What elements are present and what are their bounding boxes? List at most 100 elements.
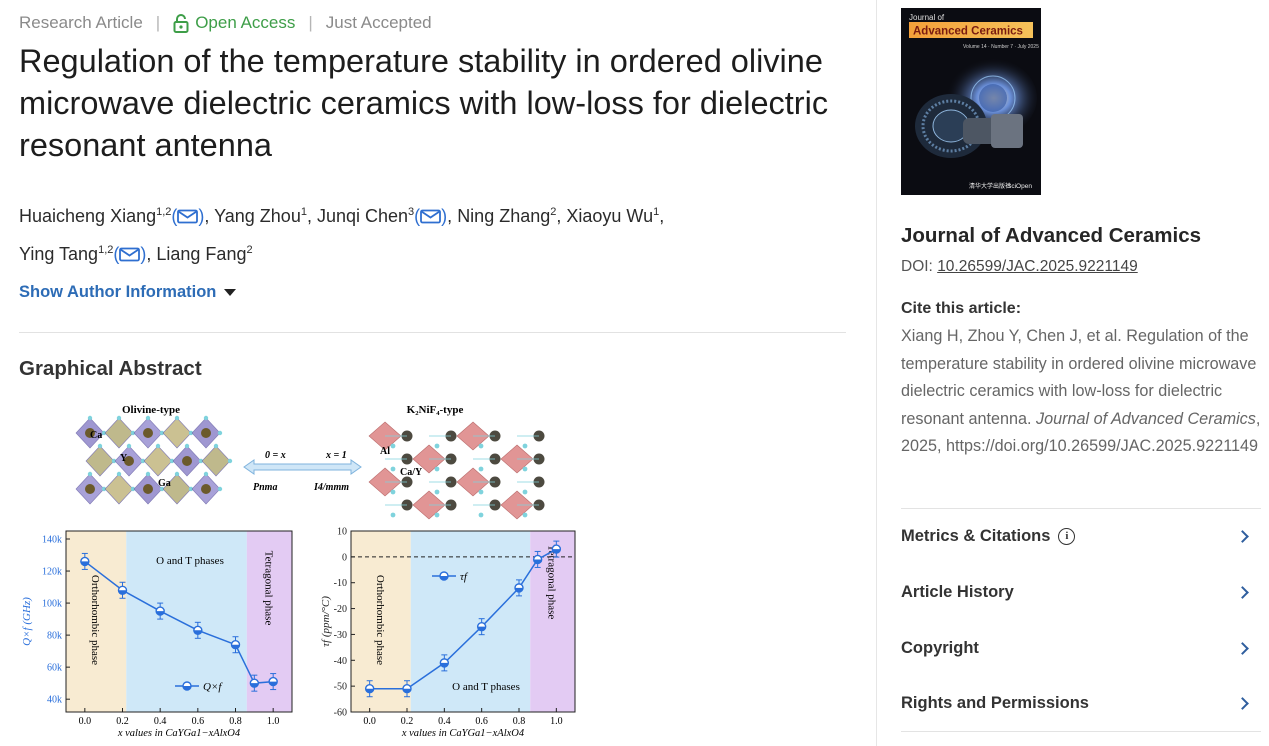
author-name[interactable]: Junqi Chen [316,206,409,226]
oxygen-atom [130,430,136,436]
polyhedron [85,445,115,477]
y-tick-label: 40k [47,695,62,706]
y-tick-label: -50 [334,682,347,693]
x-tick-label: 0.8 [513,716,526,727]
show-author-information-button[interactable]: Show Author Information [19,283,237,302]
y-tick-label: 60k [47,663,62,674]
x-axis-label: x values in CaYGa1−xAlxO4 [117,728,241,739]
data-point-fill [250,683,259,688]
data-point-fill [403,688,411,693]
author-separator: , [659,206,665,226]
oxygen-atom [213,443,219,449]
author-separator: , [447,206,458,226]
x-tick-label: 0.4 [438,716,451,727]
open-lock-icon [173,13,189,33]
oxygen-atom [478,443,484,449]
author-email-link[interactable]: () [113,244,147,264]
x-tick-label: 0.6 [475,716,488,727]
polyhedron [143,445,173,477]
oxygen-atom [434,512,440,518]
polyhedron [162,473,192,505]
open-access-label: Open Access [195,13,296,32]
oxygen-atom [155,443,161,449]
phase-region-label: O and T phases [156,555,224,567]
show-author-label: Show Author Information [19,283,217,301]
y-tick-label: -40 [334,656,347,667]
oxygen-atom [478,489,484,495]
article-type: Research Article [19,13,143,32]
sidebar-separator [901,731,1261,732]
olivine-structure: Olivine-type Ca Y Ga [75,404,233,505]
rights-permissions-label: Rights and Permissions [901,693,1089,712]
author-name[interactable]: Yang Zhou [214,206,301,226]
oxygen-atom [217,430,223,436]
mail-icon [420,209,442,223]
journal-name: Journal of Advanced Ceramics [901,224,1202,247]
author-name[interactable]: Liang Fang [156,244,247,264]
x-tick-label: 0.4 [154,716,167,727]
k2nif4-structure: K₂NiF₄-type Al Ca/Y [368,404,545,520]
oxygen-atom [145,471,151,477]
atom-label-cay: Ca/Y [400,467,423,478]
x-tick-label: 0.8 [229,716,242,727]
oxygen-atom [174,471,180,477]
oxygen-atom [478,466,484,472]
graphical-abstract-figure[interactable]: Olivine-type Ca Y Ga 0 = x x = 1 Pnma I4… [20,398,586,746]
accordion-copyright[interactable]: Copyright [901,628,1253,668]
accordion-article-history[interactable]: Article History [901,572,1253,612]
y-tick-label: -10 [334,578,347,589]
doi-link[interactable]: 10.26599/JAC.2025.9221149 [937,258,1138,275]
olivine-title: Olivine-type [122,404,180,416]
x-tick-label: 1.0 [267,716,280,727]
oxygen-atom [203,415,209,421]
polyhedron [104,473,134,505]
oxygen-atom [522,443,528,449]
phase-region-label: O and T phases [452,681,520,693]
author-name[interactable]: Ying Tang [19,244,99,264]
author-separator: , [306,206,317,226]
legend-label: τf [460,571,469,583]
metal-atom [143,428,153,438]
plot-frame [350,530,576,713]
metal-atom [201,428,211,438]
metrics-citations-label: Metrics & Citations [901,526,1051,545]
info-icon[interactable]: i [1058,527,1076,545]
cite-title: Cite this article: [901,300,1022,317]
phase-region-label: Tetragonal phase [546,545,558,620]
oxygen-atom [130,486,136,492]
atom-label-ca: Ca [90,430,102,441]
metal-atom [85,428,95,438]
author-email-link[interactable]: () [414,206,448,226]
author-separator: , [204,206,215,226]
doi-line: DOI: 10.26599/JAC.2025.9221149 [901,258,1138,276]
author-affiliation: 2 [246,244,253,256]
oxygen-atom [159,430,165,436]
oxygen-atom [188,486,194,492]
x-tick-label: 0.6 [192,716,205,727]
author-name[interactable]: Xiaoyu Wu [566,206,654,226]
accordion-rights-permissions[interactable]: Rights and Permissions [901,683,1253,723]
oxygen-atom [188,430,194,436]
x-axis-label: x values in CaYGa1−xAlxO4 [401,728,525,739]
author-name[interactable]: Huaicheng Xiang [19,206,157,226]
oxygen-atom [159,486,165,492]
accordion-metrics-citations[interactable]: Metrics & Citations i [901,516,1253,556]
oxygen-atom [97,443,103,449]
data-point-fill [477,626,486,631]
oxygen-atom [101,486,107,492]
chevron-right-icon [1236,585,1249,599]
atom-label-ga: Ga [158,478,171,489]
author-email-link[interactable]: () [171,206,205,226]
phase-transition-arrow: 0 = x x = 1 Pnma I4/mmm [243,450,362,493]
y-tick-label: 140k [42,535,62,546]
chevron-right-icon [1236,641,1249,655]
author-name[interactable]: Ning Zhang [457,206,551,226]
oxygen-atom [390,489,396,495]
section-divider [19,332,846,333]
author-affiliation: 1,2 [98,244,114,256]
oxygen-atom [126,443,132,449]
x-tick-label: 1.0 [550,716,563,727]
oxygen-atom [145,415,151,421]
journal-cover-image[interactable]: Journal of Advanced Ceramics Volume 14 ·… [901,8,1041,195]
data-point-fill [231,644,240,649]
